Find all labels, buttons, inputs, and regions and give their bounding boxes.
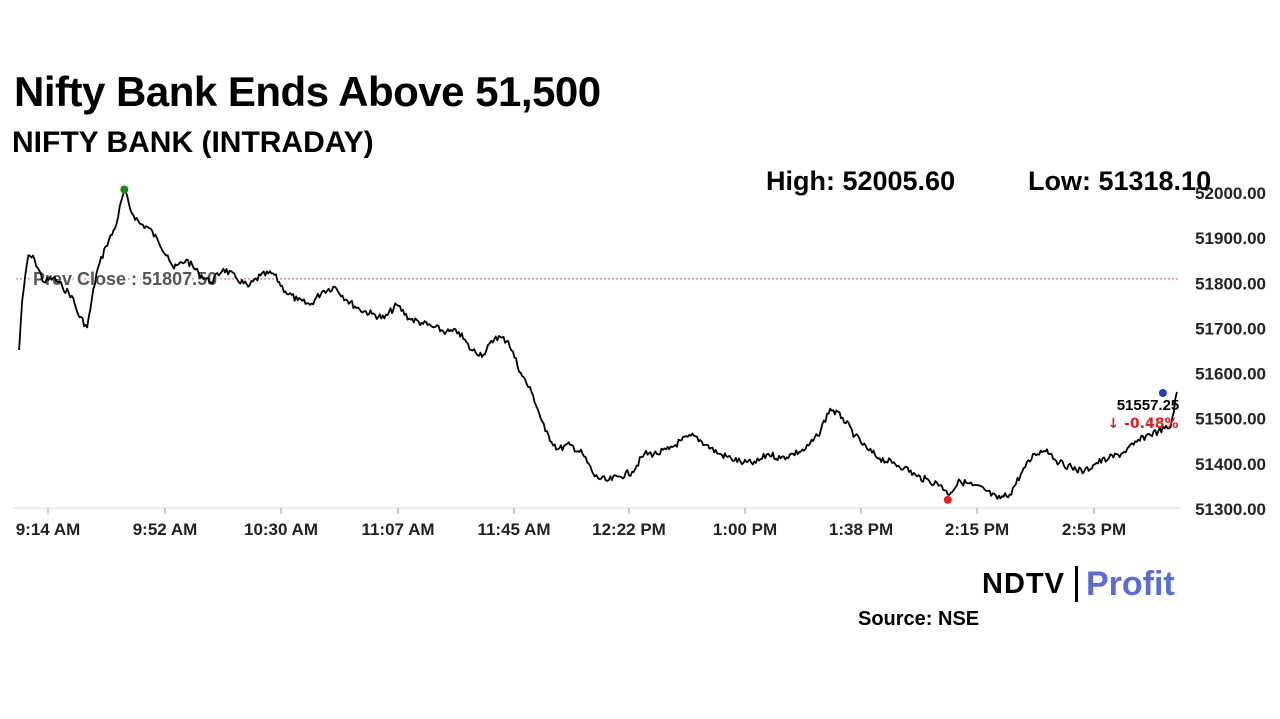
y-tick-label: 52000.00 [1195, 184, 1266, 203]
ndtv-profit-logo: NDTV Profit [982, 564, 1175, 604]
last-price-label: 51557.25 [1117, 397, 1180, 414]
x-tick-label: 1:00 PM [713, 520, 777, 539]
last-price-marker [1158, 389, 1167, 397]
page-title: Nifty Bank Ends Above 51,500 [14, 68, 601, 115]
x-tick-label: 11:07 AM [361, 520, 434, 539]
x-tick-label: 9:14 AM [16, 520, 81, 539]
y-tick-label: 51800.00 [1195, 274, 1266, 293]
low-stat: Low: 51318.10 [1028, 166, 1212, 196]
y-axis: 51300.00 51400.00 51500.00 51600.00 51700.00… [1195, 184, 1266, 519]
x-tick-label: 2:15 PM [945, 520, 1009, 539]
x-axis: 9:14 AM 9:52 AM 10:30 AM 11:07 AM 11:45 AM 12… [14, 507, 1180, 539]
y-tick-label: 51400.00 [1195, 455, 1266, 474]
y-tick-label: 51500.00 [1195, 410, 1266, 429]
change-percent-label: ↓ -0.48% [1108, 416, 1179, 432]
y-tick-label: 51700.00 [1195, 319, 1266, 338]
x-tick-label: 1:38 PM [829, 520, 893, 539]
logo-divider [1074, 566, 1078, 602]
x-tick-label: 12:22 PM [592, 520, 666, 539]
y-tick-label: 51900.00 [1195, 229, 1266, 248]
y-tick-label: 51600.00 [1195, 365, 1266, 384]
chart-subtitle: NIFTY BANK (INTRADAY) [12, 126, 374, 159]
logo-profit-text: Profit [1085, 564, 1175, 603]
price-line [18, 188, 1178, 500]
x-tick-label: 10:30 AM [244, 520, 318, 539]
x-tick-label: 9:52 AM [133, 520, 198, 539]
logo-ndtv-text: NDTV [982, 567, 1065, 600]
high-marker [120, 185, 129, 194]
high-stat: High: 52005.60 [766, 166, 956, 196]
x-tick-label: 2:53 PM [1062, 520, 1126, 539]
x-tick-label: 11:45 AM [477, 520, 550, 539]
low-marker [943, 495, 952, 504]
y-tick-label: 51300.00 [1195, 500, 1266, 519]
prev-close-label: Prev Close : 51807.50 [33, 269, 217, 289]
source-note: Source: NSE [858, 608, 980, 630]
